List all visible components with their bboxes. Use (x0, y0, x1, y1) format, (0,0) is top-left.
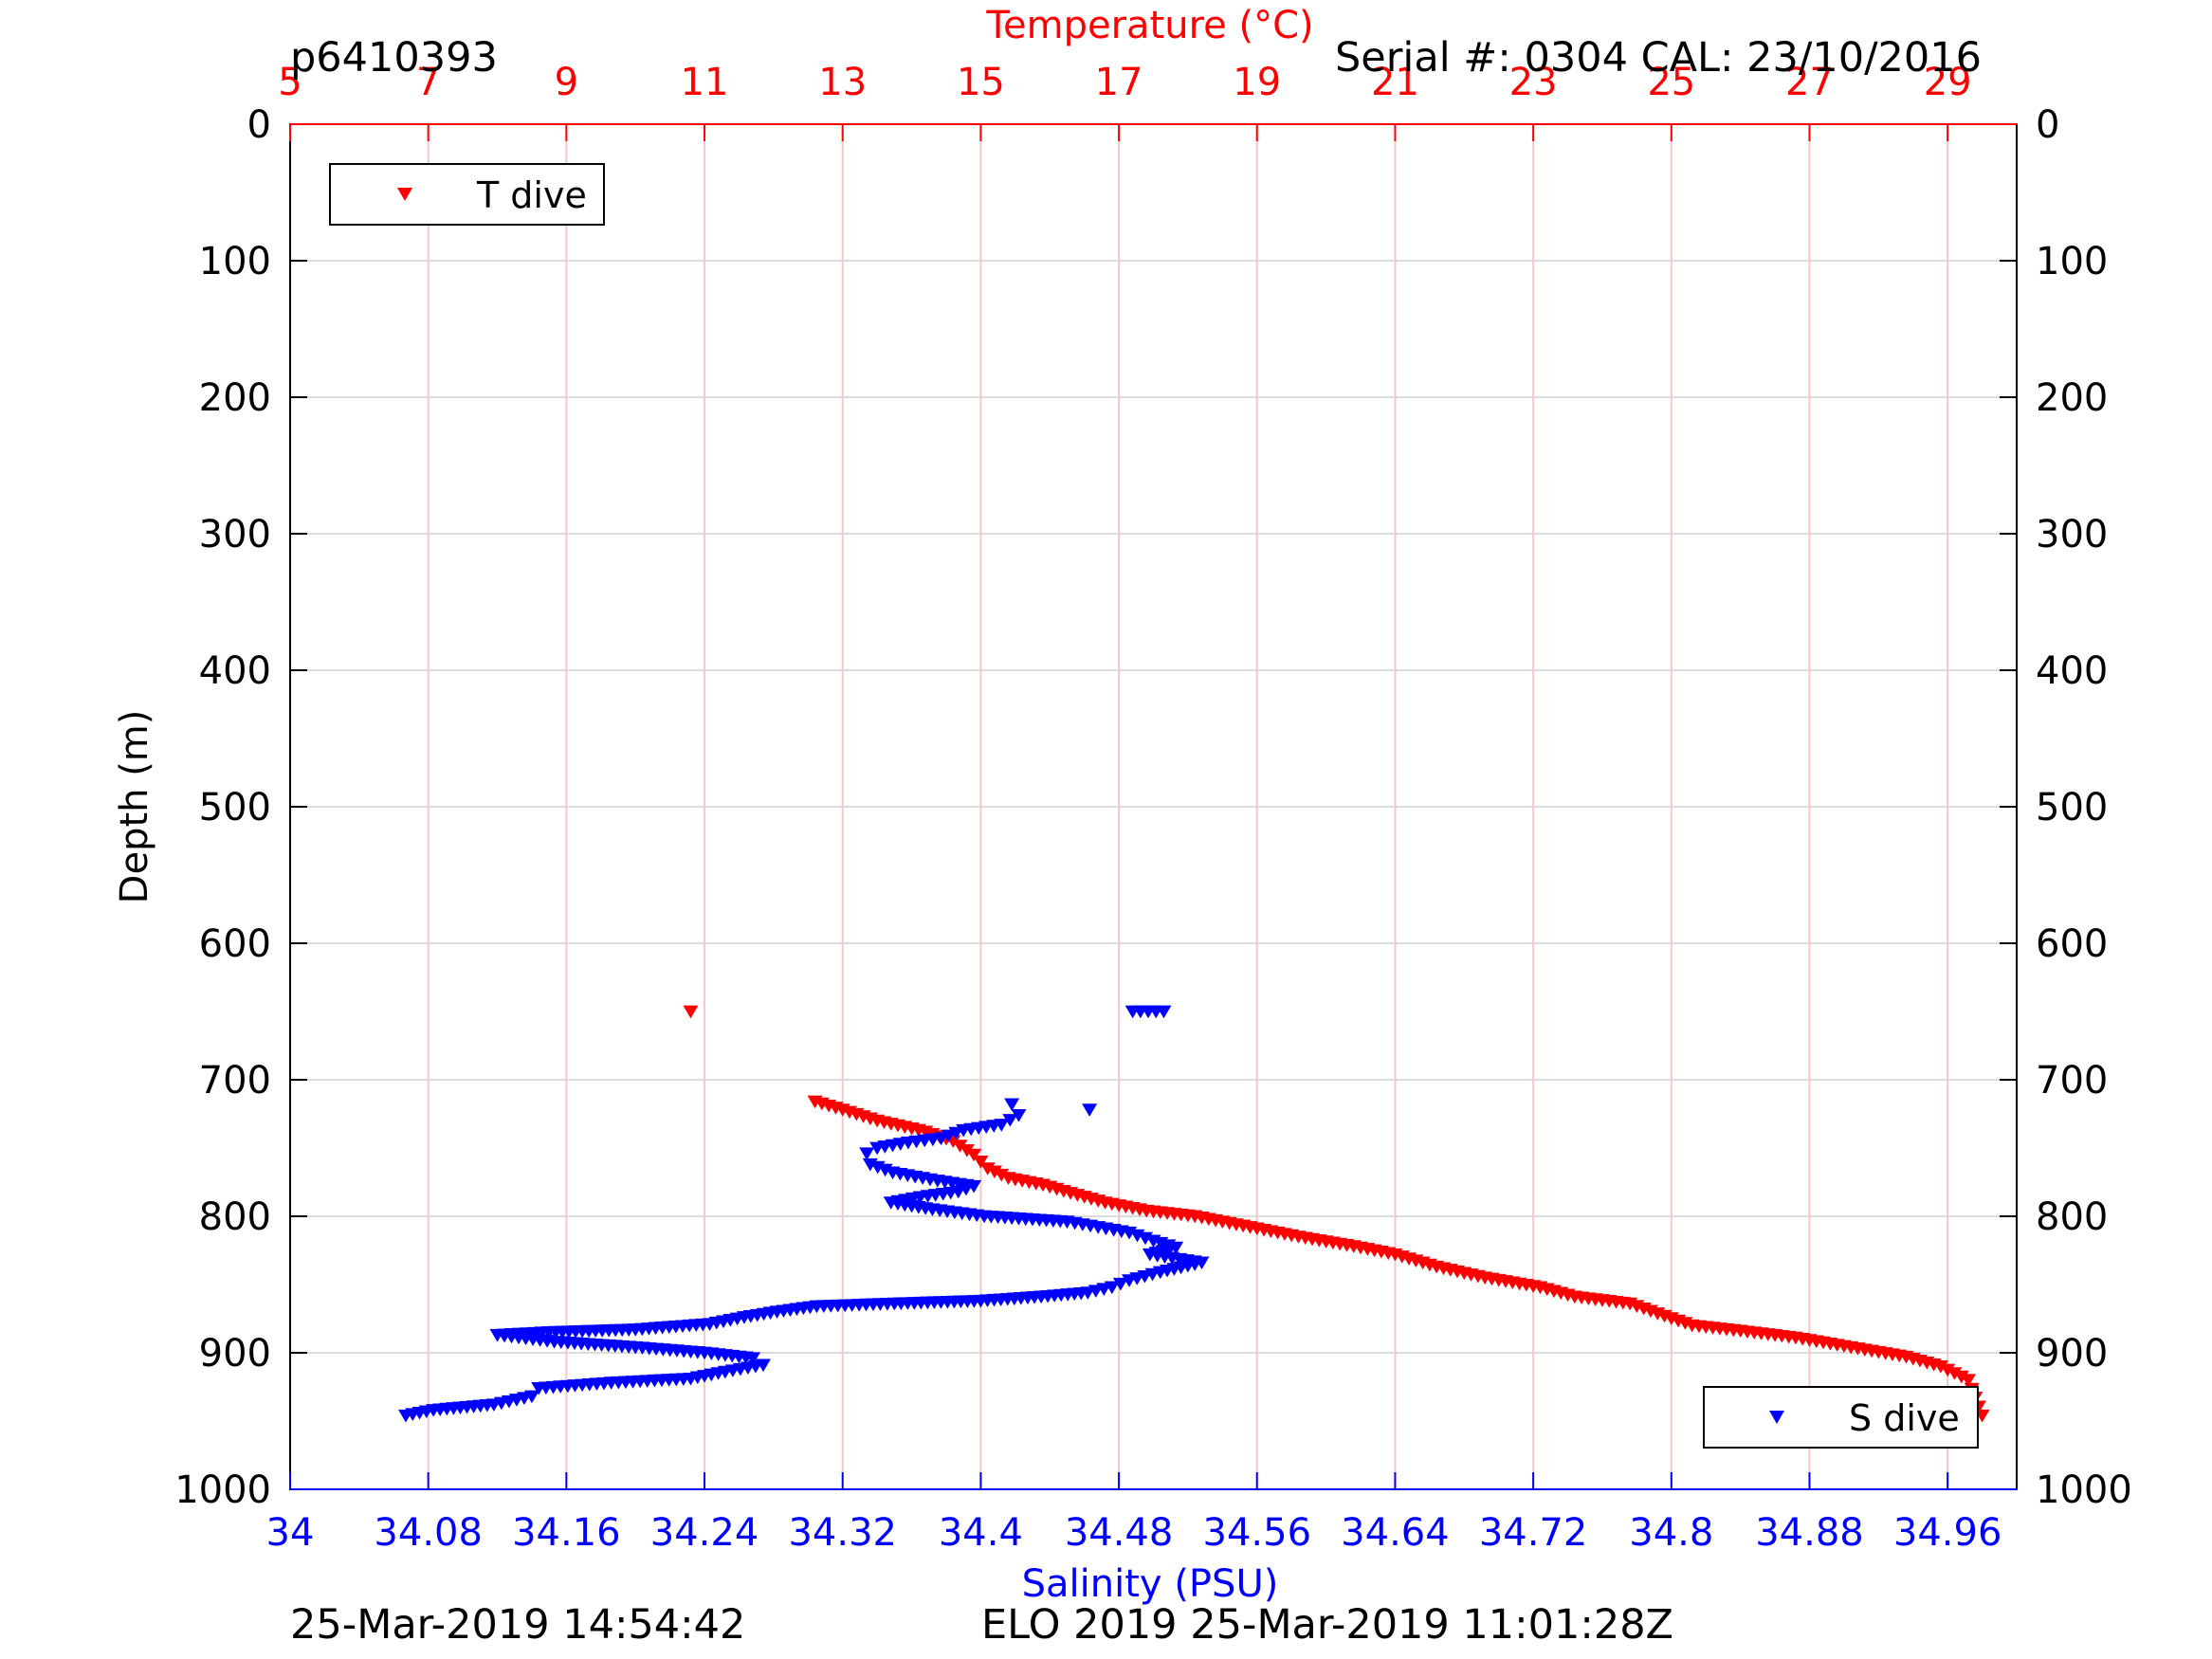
depth-tick-label-left: 1000 (174, 1468, 271, 1512)
depth-tick-label-left: 400 (199, 649, 271, 693)
salinity-tick-label: 34.16 (512, 1511, 621, 1555)
temperature-tick-label: 25 (1647, 61, 1695, 104)
legend-t-dive-marker (397, 188, 412, 201)
temperature-tick-label: 19 (1233, 61, 1281, 104)
legend-s-dive-label: S dive (1849, 1397, 1960, 1439)
salinity-tick-label: 34.8 (1629, 1511, 1713, 1555)
legend-t-dive-label: T dive (476, 174, 587, 216)
depth-tick-label-right: 400 (2036, 649, 2108, 693)
salinity-point (1082, 1103, 1098, 1117)
temperature-point (1953, 1370, 1969, 1384)
temperature-point (1947, 1367, 1963, 1380)
timestamp-left: 25-Mar-2019 14:54:42 (290, 1601, 746, 1649)
depth-tick-label-left: 700 (199, 1059, 271, 1103)
salinity-point (398, 1409, 414, 1423)
depth-tick-label-right: 700 (2036, 1059, 2108, 1103)
salinity-tick-label: 34.08 (374, 1511, 483, 1555)
timestamp-right: ELO 2019 25-Mar-2019 11:01:28Z (981, 1601, 1674, 1649)
temperature-tick-label: 21 (1371, 61, 1419, 104)
temperature-point (959, 1144, 975, 1158)
salinity-tick-label: 34.32 (788, 1511, 897, 1555)
temperature-point (683, 1005, 699, 1019)
salinity-tick-label: 34.48 (1065, 1511, 1174, 1555)
temperature-tick-label: 29 (1924, 61, 1972, 104)
salinity-point (1002, 1114, 1018, 1127)
depth-tick-label-right: 0 (2036, 103, 2059, 147)
temperature-tick-label: 13 (818, 61, 867, 104)
legend-s-dive-box (1703, 1386, 1979, 1449)
temperature-tick-label: 7 (416, 61, 440, 104)
salinity-point (1011, 1109, 1027, 1122)
depth-axis-label: Depth (m) (113, 710, 156, 904)
salinity-point (531, 1382, 547, 1395)
salinity-series (398, 1005, 1210, 1423)
salinity-point (745, 1352, 761, 1365)
salinity-point (1004, 1098, 1020, 1112)
legend-t-dive-box (329, 163, 605, 226)
salinity-axis-label: Salinity (PSU) (1022, 1562, 1279, 1606)
temperature-point (966, 1148, 982, 1162)
salinity-tick-label: 34 (266, 1511, 315, 1555)
salinity-tick-label: 34.72 (1479, 1511, 1588, 1555)
temperature-point (1932, 1360, 1948, 1374)
salinity-point (1112, 1277, 1128, 1291)
legend-t-dive: T dive (329, 163, 605, 226)
depth-tick-label-right: 800 (2036, 1195, 2108, 1239)
salinity-tick-label: 34.56 (1203, 1511, 1312, 1555)
depth-tick-label-right: 200 (2036, 376, 2108, 420)
temperature-point (1961, 1374, 1977, 1387)
depth-tick-label-left: 300 (199, 513, 271, 556)
depth-tick-label-left: 200 (199, 376, 271, 420)
profile-id: p6410393 (290, 34, 498, 82)
depth-tick-label-right: 100 (2036, 240, 2108, 283)
salinity-point (1156, 1005, 1172, 1019)
temperature-tick-label: 15 (957, 61, 1005, 104)
salinity-point (1122, 1274, 1138, 1287)
depth-tick-label-left: 900 (199, 1332, 271, 1376)
salinity-tick-label: 34.88 (1755, 1511, 1864, 1555)
temperature-point (1940, 1363, 1956, 1377)
depth-tick-label-left: 800 (199, 1195, 271, 1239)
temperature-tick-label: 9 (555, 61, 578, 104)
salinity-tick-label: 34.4 (939, 1511, 1023, 1555)
depth-tick-label-left: 100 (199, 240, 271, 283)
salinity-point (869, 1141, 886, 1156)
depth-tick-label-right: 300 (2036, 513, 2108, 556)
depth-tick-label-right: 500 (2036, 786, 2108, 830)
serial-calibration: Serial #: 0304 CAL: 23/10/2016 (1334, 34, 1982, 82)
salinity-point (859, 1147, 875, 1160)
temperature-tick-label: 27 (1785, 61, 1834, 104)
grid-lines (290, 124, 2017, 1489)
axes: 0 0 100 100 200 200 300 300 400 400 500 500 600 600 70… (174, 61, 2132, 1555)
temperature-point (952, 1139, 968, 1153)
depth-tick-label-left: 0 (247, 103, 271, 147)
depth-tick-label-left: 600 (199, 922, 271, 966)
temperature-series (683, 1005, 1990, 1423)
temperature-tick-label: 17 (1095, 61, 1143, 104)
salinity-tick-label: 34.96 (1893, 1511, 2002, 1555)
depth-tick-label-left: 500 (199, 786, 271, 830)
temperature-tick-label: 23 (1509, 61, 1558, 104)
salinity-tick-label: 34.24 (650, 1511, 759, 1555)
temperature-tick-label: 11 (681, 61, 729, 104)
temperature-point (973, 1156, 989, 1169)
legend-s-dive-marker (1769, 1411, 1784, 1424)
temperature-tick-label: 5 (278, 61, 302, 104)
temperature-axis-label: Temperature (°C) (985, 4, 1313, 47)
depth-tick-label-right: 1000 (2036, 1468, 2132, 1512)
depth-tick-label-right: 900 (2036, 1332, 2108, 1376)
salinity-tick-label: 34.64 (1341, 1511, 1450, 1555)
depth-tick-label-right: 600 (2036, 922, 2108, 966)
legend-s-dive: S dive (1703, 1386, 1979, 1449)
data-series (398, 1005, 1990, 1423)
